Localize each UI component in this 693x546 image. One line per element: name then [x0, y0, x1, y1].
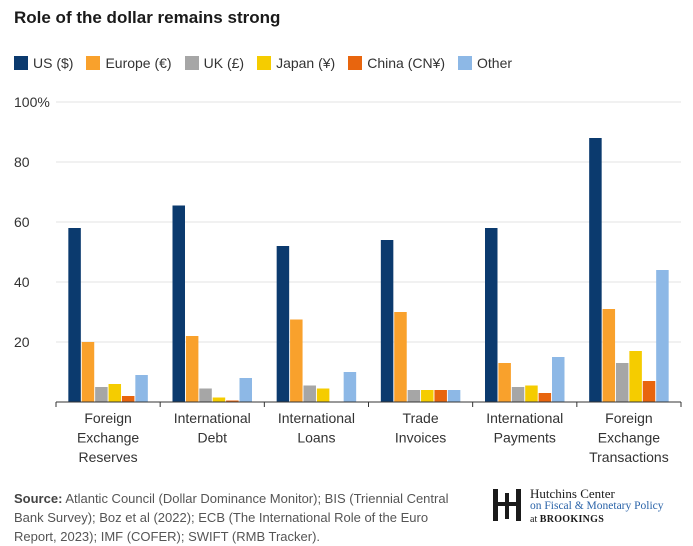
bar: [108, 384, 122, 402]
source-note: Source: Atlantic Council (Dollar Dominan…: [14, 489, 464, 546]
legend-swatch: [14, 56, 28, 70]
bar: [68, 228, 81, 402]
bar: [121, 396, 135, 402]
logo-line-3: at BROOKINGS: [530, 513, 664, 526]
legend-item: China (CN¥): [348, 55, 445, 71]
bar: [303, 385, 316, 402]
legend-item: Japan (¥): [257, 55, 335, 71]
bar: [602, 309, 616, 402]
bar: [552, 357, 565, 402]
x-tick-label: Invoices: [395, 430, 446, 446]
bar: [380, 240, 394, 402]
legend-label: Japan (¥): [276, 55, 336, 71]
bar: [343, 372, 357, 402]
bar: [212, 397, 226, 402]
bar: [239, 378, 252, 402]
legend-item: UK (£): [184, 55, 245, 71]
bar: [316, 388, 330, 402]
chart-title: Role of the dollar remains strong: [14, 8, 281, 27]
logo-brookings: BROOKINGS: [539, 514, 605, 525]
bar: [447, 390, 461, 402]
legend-label: UK (£): [203, 55, 245, 71]
x-tick-label: Debt: [197, 430, 227, 446]
bar: [642, 381, 656, 402]
hutchins-center-logo: Hutchins Center on Fiscal & Monetary Pol…: [492, 487, 664, 526]
bar: [185, 336, 199, 402]
bar: [135, 375, 148, 402]
bar: [95, 387, 108, 402]
bar: [538, 393, 552, 402]
bar: [589, 138, 602, 402]
bar: [656, 270, 669, 402]
x-tick-label: Foreign: [84, 410, 131, 426]
x-tick-label: Exchange: [598, 430, 660, 446]
x-tick-label: Reserves: [79, 449, 138, 465]
hutchins-logo-mark-icon: [493, 489, 521, 521]
x-tick-label: Transactions: [589, 449, 669, 465]
legend-swatch: [257, 56, 272, 70]
y-tick-label: 100%: [14, 94, 50, 110]
bar: [290, 319, 303, 402]
y-tick-label: 60: [14, 214, 30, 230]
logo-line-1: Hutchins Center: [530, 486, 615, 501]
bar: [407, 390, 421, 402]
bar: [498, 363, 511, 402]
x-tick-label: International: [278, 410, 355, 426]
bar: [511, 387, 525, 402]
source-text: Atlantic Council (Dollar Dominance Monit…: [14, 491, 449, 544]
x-tick-label: Loans: [297, 430, 335, 446]
legend-item: US ($): [14, 55, 73, 71]
bar-chart: 20 40 60 80 100% Foreign Exchange Reserves Inter…: [14, 94, 682, 465]
bar: [199, 388, 212, 402]
bar: [434, 390, 447, 402]
x-tick-label: Foreign: [605, 410, 652, 426]
y-tick-label: 40: [14, 274, 30, 290]
x-tick-label: Payments: [494, 430, 556, 446]
legend-swatch: [458, 56, 473, 70]
bar: [525, 385, 538, 402]
x-tick-label: Exchange: [77, 430, 139, 446]
x-tick-label: International: [174, 410, 251, 426]
logo-line-2: on Fiscal & Monetary Policy: [530, 500, 664, 512]
y-tick-label: 80: [14, 154, 30, 170]
legend-item: Europe (€): [86, 55, 172, 71]
bar: [276, 246, 290, 402]
chart-legend: US ($) Europe (€) UK (£) Japan (¥) China (CN…: [14, 55, 525, 71]
legend-label: China (CN¥): [367, 55, 446, 71]
legend-item: Other: [458, 55, 512, 71]
y-tick-label: 20: [14, 334, 30, 350]
legend-swatch: [184, 56, 199, 70]
bar: [394, 312, 407, 402]
source-label: Source:: [14, 491, 63, 506]
legend-swatch: [86, 56, 101, 70]
legend-swatch: [348, 56, 363, 70]
x-tick-label: Trade: [403, 410, 439, 426]
bar: [81, 342, 95, 402]
legend-label: US ($): [33, 55, 74, 71]
legend-label: Other: [477, 55, 513, 71]
bar: [629, 351, 642, 402]
x-tick-label: International: [486, 410, 563, 426]
legend-label: Europe (€): [105, 55, 172, 71]
bar: [615, 363, 629, 402]
bar: [172, 205, 185, 402]
bar: [226, 400, 239, 402]
bar: [485, 228, 498, 402]
logo-line-3-prefix: at: [530, 514, 538, 525]
bar: [421, 390, 434, 402]
